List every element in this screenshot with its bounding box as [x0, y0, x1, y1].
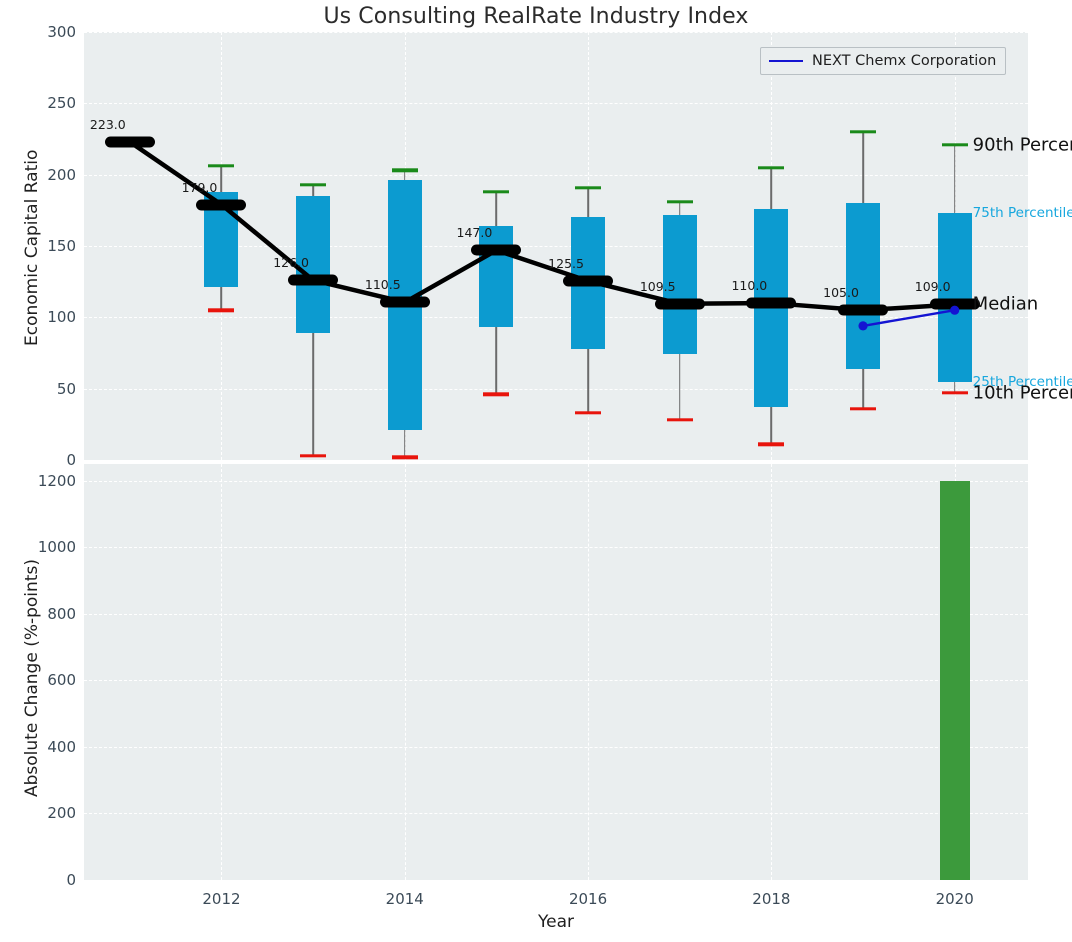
median-value-label: 179.0 — [181, 179, 218, 195]
median-value-label: 109.0 — [914, 279, 951, 295]
cap-90th-percentile — [941, 143, 968, 147]
median-value-label: 126.0 — [273, 255, 310, 271]
box-interquartile-range — [937, 213, 972, 382]
x-tick-label: 2016 — [568, 890, 608, 908]
gridline-vertical — [588, 464, 590, 880]
y-tick-label: 400 — [47, 737, 76, 756]
cap-10th-percentile — [758, 442, 785, 446]
y-tick-label: 200 — [47, 165, 76, 184]
y-tick-label: 800 — [47, 604, 76, 623]
gridline-horizontal — [84, 388, 1028, 390]
cap-10th-percentile — [483, 392, 510, 397]
median-marker — [379, 296, 430, 308]
lower-plot-panel — [84, 464, 1028, 881]
gridline-horizontal — [84, 460, 1028, 461]
gridline-horizontal — [84, 547, 1028, 549]
y-tick-label: 100 — [47, 308, 76, 327]
y-tick-label: 0 — [66, 451, 76, 469]
chart-title: Us Consulting RealRate Industry Index — [323, 4, 749, 29]
median-value-label: 125.5 — [548, 255, 584, 271]
x-tick-label: 2018 — [752, 890, 791, 908]
median-value-label: 110.0 — [731, 278, 768, 294]
gridline-vertical — [771, 464, 773, 880]
cap-90th-percentile — [575, 185, 602, 190]
median-marker — [104, 136, 155, 148]
cap-10th-percentile — [208, 308, 235, 312]
cap-10th-percentile — [575, 411, 602, 415]
annotation-25th-percentile: 25th Percentile — [972, 373, 1072, 390]
median-marker — [746, 297, 797, 309]
gridline-horizontal — [84, 317, 1028, 319]
x-tick-label: 2020 — [935, 890, 974, 908]
lower-y-axis-label: Absolute Change (%-points) — [22, 559, 42, 797]
gridline-vertical — [404, 464, 406, 880]
gridline-vertical — [221, 464, 223, 880]
y-tick-label: 300 — [47, 23, 76, 41]
legend-line-swatch — [769, 60, 803, 62]
cap-90th-percentile — [391, 168, 418, 173]
gridline-horizontal — [84, 32, 1028, 33]
median-marker — [471, 244, 522, 256]
cap-90th-percentile — [666, 200, 693, 204]
gridline-horizontal — [84, 880, 1028, 881]
gridline-horizontal — [84, 103, 1028, 105]
annotation-90th-percentile: 90th Percentile — [972, 134, 1072, 156]
y-tick-label: 1200 — [37, 471, 76, 490]
median-value-label: 105.0 — [823, 285, 859, 301]
upper-y-axis-label: Economic Capital Ratio — [22, 149, 42, 346]
cap-10th-percentile — [300, 454, 327, 458]
annotation-75th-percentile: 75th Percentile — [972, 205, 1072, 222]
cap-90th-percentile — [758, 165, 785, 170]
annotation-median: Median — [972, 293, 1039, 315]
cap-90th-percentile — [300, 182, 327, 187]
median-marker — [838, 304, 889, 316]
y-tick-label: 0 — [66, 871, 76, 889]
cap-90th-percentile — [483, 190, 510, 194]
lower-y-tick-labels: 0 200 400 600 800 1000 1200 — [0, 464, 76, 889]
legend-label-next-chemx-corporation: NEXT Chemx Corporation — [812, 53, 997, 69]
bar-2020 — [939, 480, 970, 880]
upper-y-tick-labels: 0 50 100 150 200 250 300 — [0, 23, 76, 469]
median-marker — [654, 298, 705, 310]
cap-10th-percentile — [850, 406, 877, 411]
median-value-label: 109.5 — [639, 278, 676, 294]
median-marker — [563, 275, 614, 287]
gridline-horizontal — [84, 746, 1028, 748]
median-marker — [196, 199, 247, 211]
cap-90th-percentile — [208, 164, 235, 168]
gridline-horizontal — [84, 680, 1028, 682]
gridline-horizontal — [84, 174, 1028, 176]
gridline-horizontal — [84, 480, 1028, 482]
cap-10th-percentile — [941, 391, 968, 395]
y-tick-label: 250 — [47, 94, 76, 113]
y-tick-label: 50 — [56, 379, 76, 398]
cap-10th-percentile — [391, 455, 418, 459]
annotation-10th-percentile: 10th Percentile — [972, 382, 1072, 404]
y-tick-label: 200 — [47, 804, 76, 823]
y-tick-label: 600 — [47, 671, 76, 690]
gridline-horizontal — [84, 813, 1028, 815]
upper-plot-panel: 223.0 179.0 126.0 110.5 147.0 125.5 109.5 110.0… — [84, 32, 1028, 461]
median-value-label: 147.0 — [456, 225, 493, 241]
median-marker — [288, 274, 339, 286]
median-value-label: 110.5 — [364, 277, 401, 293]
legend[interactable]: NEXT Chemx Corporation — [760, 47, 1007, 75]
cap-10th-percentile — [666, 418, 693, 422]
y-tick-label: 1000 — [37, 538, 76, 557]
box-interquartile-range — [479, 226, 514, 328]
cap-90th-percentile — [850, 130, 877, 134]
x-axis-label: Year — [538, 912, 574, 932]
y-tick-label: 150 — [47, 237, 76, 255]
gridline-horizontal — [84, 613, 1028, 615]
median-value-label: 223.0 — [89, 116, 126, 132]
x-tick-label: 2014 — [385, 890, 424, 908]
x-tick-label: 2012 — [202, 890, 241, 908]
